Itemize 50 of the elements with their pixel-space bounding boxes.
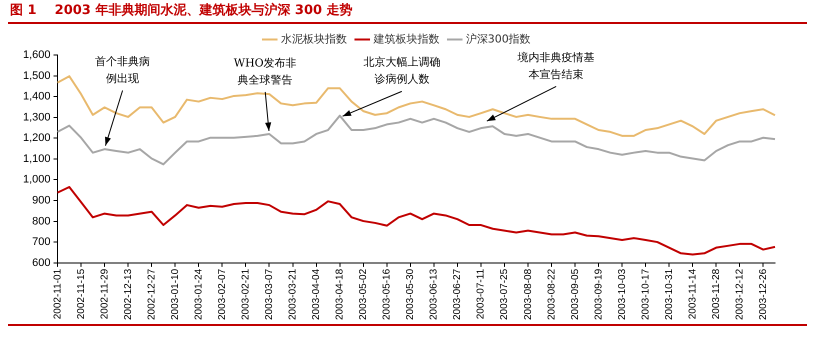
x-tick-label: 2003-10-17 [640, 268, 652, 320]
x-tick-label: 2003-08-22 [546, 268, 558, 320]
annotation: WHO发布非典全球警告 [234, 56, 297, 86]
x-tick-label: 2003-05-16 [382, 268, 393, 320]
legend-label: 沪深300指数 [466, 32, 531, 46]
x-tick-label: 2003-09-19 [593, 268, 604, 320]
x-tick-label: 2003-12-26 [758, 268, 769, 320]
y-tick-label: 900 [32, 194, 51, 207]
y-tick-label: 1,300 [22, 111, 51, 124]
legend-label: 水泥板块指数 [280, 32, 347, 46]
x-tick-label: 2002-11-01 [52, 268, 64, 320]
y-tick-label: 1,000 [22, 174, 51, 186]
y-tick-label: 1,400 [22, 90, 51, 103]
x-tick-label: 2003-01-10 [170, 268, 181, 320]
x-tick-label: 2003-11-28 [710, 268, 722, 320]
x-tick-label: 2003-09-05 [570, 268, 581, 320]
annotation: 境内非典疫情基本宣告结束 [516, 50, 595, 81]
x-tick-label: 2003-10-31 [664, 268, 675, 320]
chart-title: 图 1 2003 年非典期间水泥、建筑板块与沪深 300 走势 [8, 2, 807, 24]
x-tick-label: 2003-07-25 [499, 268, 510, 320]
x-tick-label: 2003-03-07 [264, 268, 275, 320]
y-tick-label: 800 [32, 215, 51, 228]
x-tick-label: 2003-11-14 [687, 268, 698, 320]
x-tick-label: 2003-05-02 [358, 268, 370, 320]
x-tick-label: 2002-11-15 [76, 268, 87, 320]
y-tick-label: 600 [32, 256, 51, 269]
x-tick-label: 2003-03-21 [288, 268, 299, 320]
x-tick-label: 2003-06-13 [428, 268, 440, 320]
x-tick-label: 2003-10-03 [616, 268, 628, 320]
legend-label: 建筑板块指数 [372, 32, 440, 46]
x-tick-label: 2003-04-04 [311, 268, 322, 320]
x-tick-label: 2002-12-13 [122, 268, 134, 320]
y-tick-label: 700 [32, 236, 51, 248]
x-tick-label: 2003-02-21 [240, 268, 252, 320]
x-tick-label: 2003-12-12 [734, 268, 746, 320]
x-tick-label: 2003-07-11 [476, 268, 487, 320]
x-tick-label: 2002-12-27 [146, 268, 158, 320]
x-tick-label: 2003-08-08 [522, 268, 534, 320]
y-tick-label: 1,600 [22, 49, 51, 62]
x-tick-label: 2003-04-18 [334, 268, 346, 320]
x-tick-label: 2003-06-27 [452, 268, 464, 320]
annotation: 首个非典病例出现 [95, 54, 150, 85]
annotation: 北京大幅上调确诊病例人数 [363, 56, 440, 86]
y-tick-label: 1,200 [22, 132, 51, 144]
y-tick-label: 1,100 [22, 152, 51, 165]
x-tick-label: 2003-01-24 [193, 268, 204, 320]
x-tick-label: 2002-11-29 [99, 268, 110, 320]
y-tick-label: 1,500 [22, 70, 51, 82]
x-tick-label: 2003-05-30 [405, 268, 416, 320]
x-tick-label: 2003-02-07 [216, 268, 228, 320]
